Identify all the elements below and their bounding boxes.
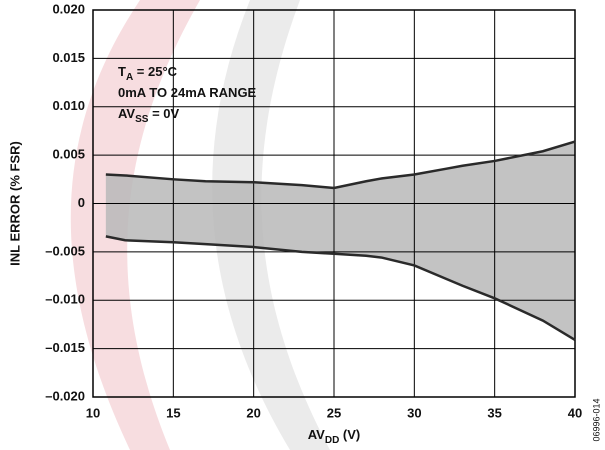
watermark <box>70 0 200 450</box>
x-tick-label: 10 <box>86 405 100 420</box>
annotation-sub: A <box>126 72 133 83</box>
range-band <box>105 141 575 340</box>
x-axis-label-main: AV <box>308 427 325 442</box>
y-tick-label: 0 <box>78 195 85 210</box>
y-axis-label: INL ERROR (% FSR) <box>7 141 22 266</box>
annotation-main: 0mA TO 24mA RANGE <box>118 85 257 100</box>
x-tick-label: 40 <box>568 405 582 420</box>
annotation-rest: = 0V <box>148 106 179 121</box>
x-tick-label: 20 <box>246 405 260 420</box>
x-axis-label-sub: DD <box>325 435 339 446</box>
annotation-main: T <box>118 64 126 79</box>
annotation: 0mA TO 24mA RANGE <box>118 85 257 100</box>
annotation: AVSS = 0V <box>118 106 179 124</box>
x-tick-label: 30 <box>407 405 421 420</box>
x-axis-label: AVDD (V) <box>308 427 361 445</box>
y-tick-label: 0.015 <box>52 50 85 65</box>
plot-frame <box>92 9 576 398</box>
data-line <box>105 140 576 190</box>
y-tick-label: –0.010 <box>45 292 85 307</box>
y-tick-label: 0.020 <box>52 1 85 16</box>
annotation-rest: = 25°C <box>133 64 177 79</box>
side-note: 06996-014 <box>591 398 601 441</box>
y-tick-label: 0.005 <box>52 147 85 162</box>
watermark <box>212 0 330 450</box>
x-axis-label-rest: (V) <box>339 427 360 442</box>
y-tick-label: –0.015 <box>45 340 85 355</box>
annotation-sub: SS <box>135 114 149 125</box>
y-tick-label: –0.020 <box>45 388 85 403</box>
data-line <box>105 235 576 341</box>
annotation: TA = 25°C <box>118 64 178 82</box>
y-tick-label: –0.005 <box>45 243 85 258</box>
x-tick-label: 35 <box>487 405 501 420</box>
annotation-main: AV <box>118 106 135 121</box>
x-tick-label: 15 <box>166 405 180 420</box>
x-tick-label: 25 <box>327 405 341 420</box>
y-tick-label: 0.010 <box>52 98 85 113</box>
